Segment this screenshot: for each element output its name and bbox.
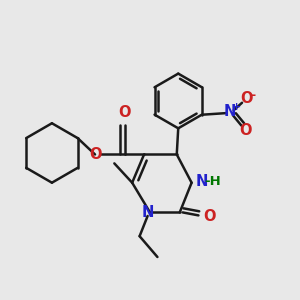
Text: N: N [141,205,154,220]
Text: O: O [240,92,253,106]
Text: N: N [224,104,236,119]
Text: O: O [240,124,252,139]
Text: N: N [195,174,208,189]
Text: O: O [89,147,101,162]
Text: O: O [118,105,131,120]
Text: O: O [203,209,216,224]
Text: -H: -H [205,175,221,188]
Text: +: + [232,102,241,112]
Text: -: - [250,89,256,102]
